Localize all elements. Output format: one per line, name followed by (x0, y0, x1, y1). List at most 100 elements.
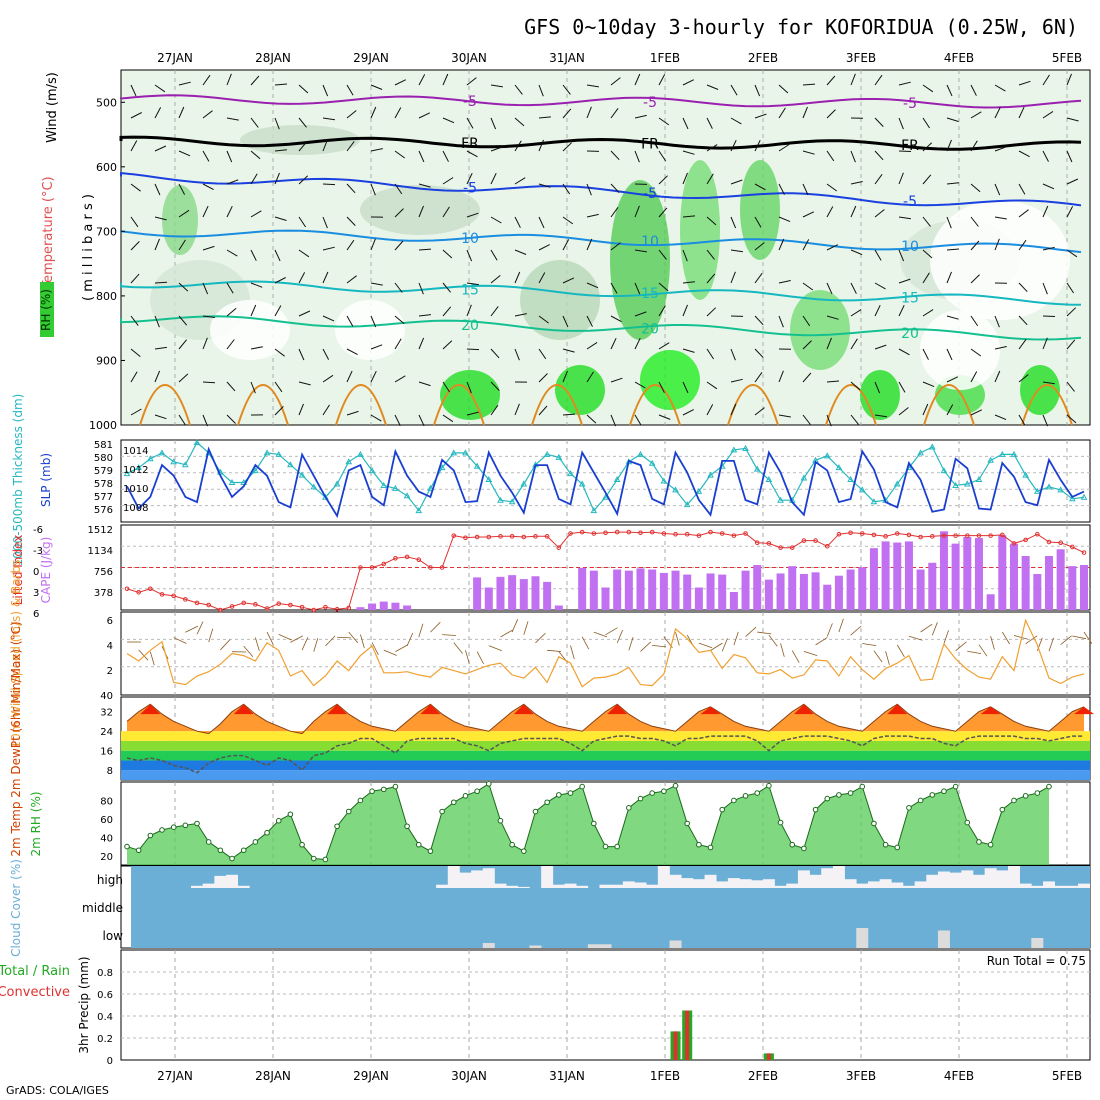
rh-point (731, 797, 737, 804)
series-line-dewpt (126, 735, 1084, 774)
wind-barb-10m (465, 650, 470, 664)
wind-barb (370, 370, 377, 383)
wind-barb (514, 140, 522, 152)
li-point (789, 545, 795, 550)
date-label-top: 1FEB (650, 51, 680, 65)
cloud-high-bar (564, 883, 577, 888)
rh-point (976, 839, 982, 845)
wind-barb-10m (698, 642, 713, 649)
cloud-high-bar (949, 872, 962, 888)
li-point (183, 597, 188, 602)
thickness-point (193, 438, 201, 446)
li-point (988, 533, 993, 538)
legend-total-rain: Total / Rain (0, 964, 70, 979)
rh-point (392, 783, 399, 790)
wind-barb (682, 409, 694, 416)
wind-barb (730, 348, 736, 361)
wind-barb-10m (453, 642, 463, 654)
wind-barb (274, 348, 285, 357)
rh-point (1022, 793, 1029, 799)
temp-tick: 8 (107, 766, 113, 777)
wind-barb (754, 113, 767, 119)
rh-shade (640, 350, 700, 410)
cape-bar (1068, 566, 1077, 610)
rh-colorbar (40, 282, 54, 337)
wind-barb (850, 150, 856, 163)
thickness-point (427, 484, 434, 491)
cape-bar (858, 567, 867, 610)
isotherm-line (120, 94, 1082, 109)
wind-barb-10m (791, 650, 800, 663)
wind-barb (178, 150, 191, 157)
wind-barb (994, 216, 1007, 220)
thickness-point (742, 444, 749, 451)
wind-barb (898, 381, 906, 393)
cloud-high-bar (552, 884, 565, 888)
thickness-point (146, 455, 154, 462)
wind-barb (538, 116, 551, 119)
wind-barb (826, 109, 836, 119)
wind-barb-10m (1048, 637, 1054, 652)
wind-barb-10m (511, 619, 519, 633)
wind-barb (778, 280, 791, 284)
wind-barb (778, 84, 789, 94)
wind-barb (370, 106, 377, 119)
cape-tick: 1134 (88, 546, 113, 557)
wind-barb (634, 381, 646, 389)
wind-barb (202, 414, 208, 427)
wind-barb (730, 249, 743, 253)
rh-point (906, 805, 912, 811)
li-point (603, 530, 608, 536)
cloud-level-label: high (97, 873, 123, 887)
wind-barb (538, 84, 544, 97)
rh-point (509, 841, 515, 848)
date-label-bottom: 30JAN (451, 1069, 487, 1083)
wind-barb (610, 242, 621, 251)
wind-barb-10m (628, 636, 634, 651)
li-point (533, 534, 538, 539)
cloud-high-bar (727, 878, 740, 888)
wind-barb (130, 140, 138, 152)
cape-tick: 378 (94, 588, 113, 599)
wind-barb (1018, 374, 1029, 383)
wind-barb (274, 277, 286, 284)
date-label-bottom: 2FEB (748, 1069, 778, 1083)
precip-tick: 0.2 (97, 1034, 113, 1045)
rh-point (742, 793, 749, 799)
wind-barb (130, 315, 139, 326)
wind-barb (1042, 282, 1048, 295)
cape-bar (741, 570, 750, 610)
wind-barb (514, 403, 520, 416)
wind-barb (226, 339, 235, 350)
wind-barb (418, 414, 425, 427)
wind-barb (706, 216, 717, 226)
rh-point (159, 827, 165, 833)
temp-peak (513, 704, 534, 715)
wind-barb (874, 174, 883, 185)
wind-barb (562, 370, 568, 383)
wind-barb (298, 249, 310, 258)
thickness-point (380, 481, 388, 488)
wind-barb (298, 84, 309, 94)
rh-point (334, 823, 340, 830)
axis-label-cloud: Cloud Cover (%) (9, 859, 23, 957)
rh-point (696, 841, 702, 848)
wind-barb (586, 414, 597, 424)
wind-barb (634, 282, 641, 295)
cape-bar (1044, 556, 1053, 610)
wind-barb (538, 405, 548, 416)
precip-conv-bar (685, 1010, 690, 1060)
li-point (463, 535, 468, 541)
rh-point (147, 832, 154, 839)
thickness-point (368, 467, 376, 474)
wind-barb (682, 215, 696, 218)
isotherm-label: 15 (901, 291, 919, 307)
wind-barb (1018, 339, 1027, 350)
rh-clear (920, 310, 1000, 390)
wind-barb-10m (616, 629, 623, 644)
wind-barb (370, 238, 376, 251)
rh-point (1011, 797, 1017, 804)
wind-barb (682, 281, 695, 284)
cape-bar (391, 602, 400, 610)
